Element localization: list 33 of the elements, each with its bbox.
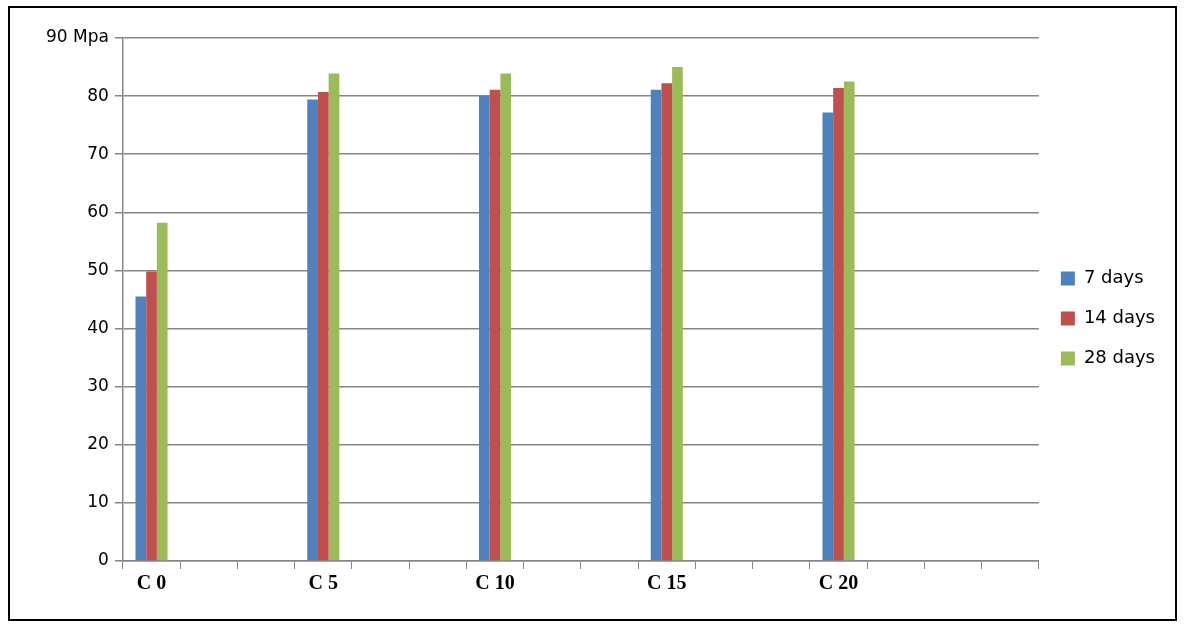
y-tick-label: 30 <box>87 375 109 396</box>
y-tick-label: 90 Mpa <box>45 26 109 47</box>
bar <box>822 112 834 561</box>
legend-label: 28 days <box>1083 346 1156 368</box>
x-tick-label: C 15 <box>647 571 687 594</box>
bar <box>489 89 501 561</box>
y-tick-label: 70 <box>87 142 109 163</box>
bar <box>156 222 168 561</box>
bar <box>672 67 683 561</box>
bar <box>307 99 318 561</box>
x-tick-label: C 0 <box>136 571 167 594</box>
y-tick-label: 10 <box>87 491 109 512</box>
bar <box>833 87 844 561</box>
bar <box>661 83 673 561</box>
y-tick-label: 60 <box>87 200 109 221</box>
bar <box>317 92 329 561</box>
bar <box>479 96 490 561</box>
legend-label: 7 days <box>1083 266 1144 288</box>
y-tick-label: 20 <box>87 433 109 454</box>
bar <box>650 89 662 561</box>
bar <box>843 81 855 561</box>
y-tick-label: 50 <box>87 258 109 279</box>
x-tick-label: C 5 <box>308 571 339 594</box>
bar <box>146 271 157 561</box>
bar <box>135 296 147 561</box>
legend-label: 14 days <box>1083 306 1156 328</box>
bar <box>500 73 512 561</box>
y-tick-label: 80 <box>87 84 109 105</box>
x-tick-label: C 20 <box>818 571 859 594</box>
x-tick-label: C 10 <box>475 571 515 594</box>
y-tick-label: 40 <box>87 316 109 337</box>
bar <box>328 73 340 561</box>
y-tick-label: 0 <box>98 549 109 570</box>
